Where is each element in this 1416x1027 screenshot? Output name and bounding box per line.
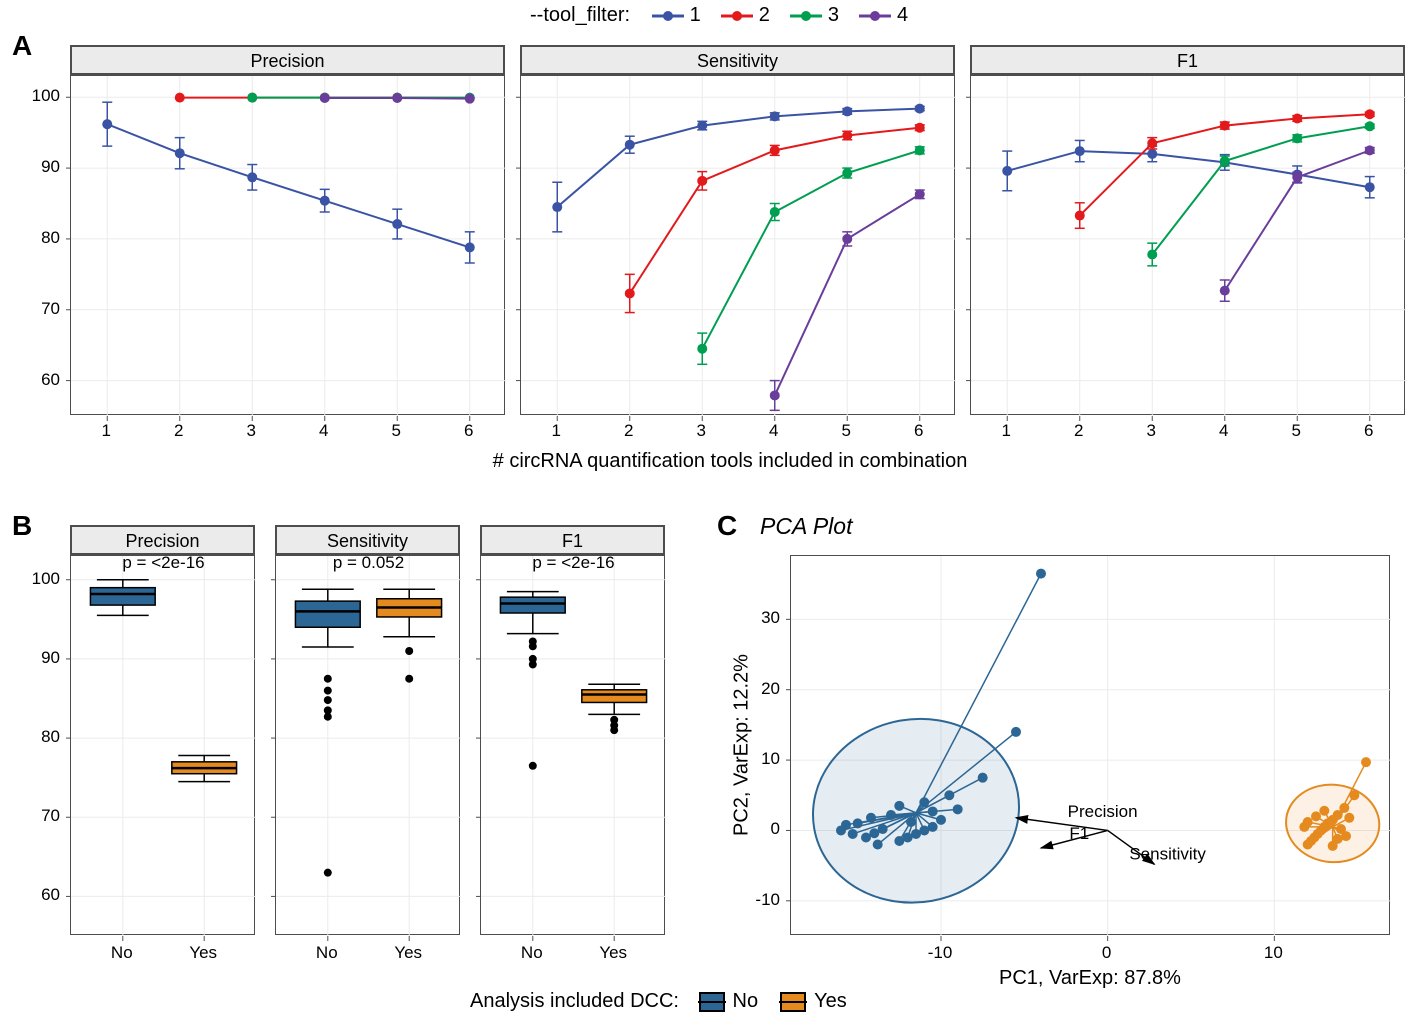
- svg-text:Sensitivity: Sensitivity: [1129, 844, 1206, 863]
- x-tick-label: Yes: [394, 943, 422, 963]
- y-tick-label: 60: [41, 370, 60, 390]
- facet-strip: Precision: [70, 45, 505, 75]
- panel-letter-A: A: [12, 30, 32, 62]
- panel-A-xlabel: # circRNA quantification tools included …: [493, 450, 968, 473]
- x-tick-label: 1: [1002, 421, 1011, 441]
- facet-strip: Sensitivity: [275, 525, 460, 555]
- y-tick-label: 90: [41, 157, 60, 177]
- plot-area: [520, 75, 955, 415]
- facet-strip: F1: [480, 525, 665, 555]
- legend-item-label: 4: [897, 4, 908, 26]
- y-tick-label: 90: [41, 648, 60, 668]
- pca-x-label: PC1, VarExp: 87.8%: [999, 967, 1181, 990]
- x-tick-label: 1: [102, 421, 111, 441]
- x-tick-label: 4: [769, 421, 778, 441]
- x-tick-label: 2: [624, 421, 633, 441]
- legend-bottom-title: Analysis included DCC:: [470, 990, 679, 1012]
- x-tick-label: 2: [1074, 421, 1083, 441]
- x-tick-label: 5: [842, 421, 851, 441]
- y-tick-label: 20: [761, 679, 780, 699]
- x-tick-label: -10: [928, 943, 953, 963]
- legend-bottom-items: No Yes: [699, 990, 869, 1012]
- plot-area: p = <2e-16: [70, 555, 255, 935]
- plot-area: p = <2e-16: [480, 555, 665, 935]
- x-tick-label: 4: [319, 421, 328, 441]
- panel-letter-C: C: [717, 510, 737, 542]
- legend-top: --tool_filter: 1 2 3 4: [530, 4, 928, 27]
- x-tick-label: 3: [1147, 421, 1156, 441]
- x-tick-label: Yes: [599, 943, 627, 963]
- plot-area: [70, 75, 505, 415]
- facet-strip: Precision: [70, 525, 255, 555]
- facet-strip: F1: [970, 45, 1405, 75]
- y-tick-label: 80: [41, 228, 60, 248]
- legend-item-label: 3: [828, 4, 839, 26]
- plot-area: p = 0.052: [275, 555, 460, 935]
- x-tick-label: 6: [914, 421, 923, 441]
- svg-text:Precision: Precision: [1068, 802, 1138, 821]
- x-tick-label: 2: [174, 421, 183, 441]
- x-tick-label: 1: [552, 421, 561, 441]
- x-tick-label: 5: [392, 421, 401, 441]
- x-tick-label: 6: [464, 421, 473, 441]
- y-tick-label: 80: [41, 727, 60, 747]
- panel-letter-B: B: [12, 510, 32, 542]
- x-tick-label: 0: [1102, 943, 1111, 963]
- y-tick-label: 0: [771, 819, 780, 839]
- p-value-label: p = <2e-16: [122, 553, 204, 572]
- x-tick-label: No: [521, 943, 543, 963]
- y-tick-label: -10: [755, 890, 780, 910]
- legend-item-label: Yes: [814, 990, 847, 1012]
- y-tick-label: 60: [41, 885, 60, 905]
- facet-strip: Sensitivity: [520, 45, 955, 75]
- x-tick-label: No: [111, 943, 133, 963]
- y-tick-label: 100: [32, 569, 60, 589]
- svg-text:F1: F1: [1069, 824, 1089, 843]
- y-tick-label: 30: [761, 608, 780, 628]
- legend-item-label: 1: [690, 4, 701, 26]
- y-tick-label: 70: [41, 806, 60, 826]
- p-value-label: p = 0.052: [333, 553, 404, 572]
- x-tick-label: 4: [1219, 421, 1228, 441]
- legend-item-label: 2: [759, 4, 770, 26]
- x-tick-label: Yes: [189, 943, 217, 963]
- p-value-label: p = <2e-16: [532, 553, 614, 572]
- figure: --tool_filter: 1 2 3 4 A # circRNA quantifi…: [0, 0, 1416, 1027]
- plot-area: [970, 75, 1405, 415]
- x-tick-label: 3: [247, 421, 256, 441]
- legend-item-label: No: [733, 990, 759, 1012]
- x-tick-label: No: [316, 943, 338, 963]
- panel-C-title: PCA Plot: [760, 513, 852, 540]
- legend-bottom: Analysis included DCC: No Yes: [470, 990, 869, 1013]
- x-tick-label: 5: [1292, 421, 1301, 441]
- y-tick-label: 70: [41, 299, 60, 319]
- legend-top-items: 1 2 3 4: [652, 4, 929, 26]
- pca-plot-area: Precision F1 Sensitivity: [790, 555, 1390, 935]
- y-tick-label: 10: [761, 749, 780, 769]
- pca-y-label: PC2, VarExp: 12.2%: [731, 654, 754, 836]
- y-tick-label: 100: [32, 86, 60, 106]
- x-tick-label: 6: [1364, 421, 1373, 441]
- x-tick-label: 10: [1264, 943, 1283, 963]
- x-tick-label: 3: [697, 421, 706, 441]
- legend-top-title: --tool_filter:: [530, 4, 630, 26]
